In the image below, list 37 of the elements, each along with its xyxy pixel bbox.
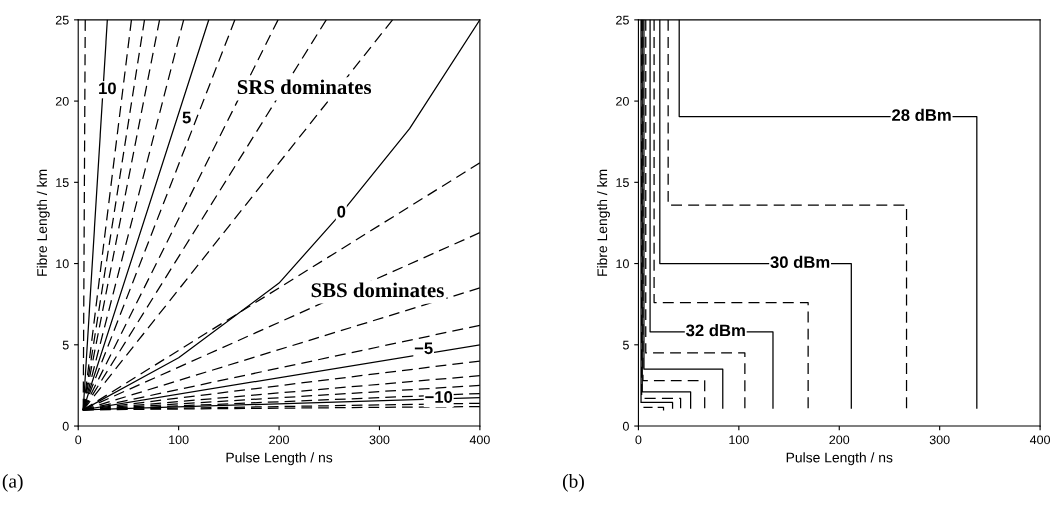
x-tick-label: 300 <box>369 435 390 445</box>
annotation: 30 dBm <box>770 255 830 269</box>
y-tick-label: 5 <box>62 340 69 350</box>
y-tick-label: 15 <box>56 178 69 187</box>
y-axis-title: Fibre Length / km <box>597 169 610 276</box>
annotation: −10 <box>425 391 453 403</box>
annotation: −5 <box>414 342 433 355</box>
x-tick-label: 0 <box>75 435 82 445</box>
x-tick-label: 400 <box>469 435 490 445</box>
x-axis-title: Pulse Length / ns <box>786 452 893 466</box>
annotation: 10 <box>99 82 116 95</box>
x-tick-label: 400 <box>1029 435 1051 445</box>
y-tick-label: 10 <box>56 259 69 269</box>
y-tick-label: 0 <box>62 421 69 431</box>
y-tick-label: 25 <box>616 15 629 25</box>
y-tick-label: 20 <box>55 96 69 106</box>
x-tick-label: 100 <box>729 435 749 445</box>
x-tick-label: 300 <box>929 435 950 445</box>
y-axis-title: Fibre Length / km <box>36 169 50 276</box>
annotation: 5 <box>182 111 191 124</box>
x-tick-label: 200 <box>829 435 850 445</box>
y-tick-label: 20 <box>616 96 629 106</box>
x-axis-title: Pulse Length / ns <box>226 452 333 466</box>
y-tick-label: 0 <box>622 421 629 431</box>
y-tick-label: 5 <box>622 340 629 350</box>
x-tick-label: 200 <box>269 435 289 445</box>
x-tick-label: 0 <box>635 435 642 445</box>
annotation: SBS dominates <box>311 282 444 298</box>
y-tick-label: 15 <box>616 178 629 187</box>
text: (b) <box>562 474 584 492</box>
annotation: SRS dominates <box>237 79 372 95</box>
text: (a) <box>2 474 23 492</box>
annotation: 32 dBm <box>686 324 745 337</box>
y-tick-label: 10 <box>616 259 629 269</box>
annotation: 28 dBm <box>892 108 951 121</box>
x-tick-label: 100 <box>169 435 189 445</box>
y-tick-label: 25 <box>55 15 69 25</box>
